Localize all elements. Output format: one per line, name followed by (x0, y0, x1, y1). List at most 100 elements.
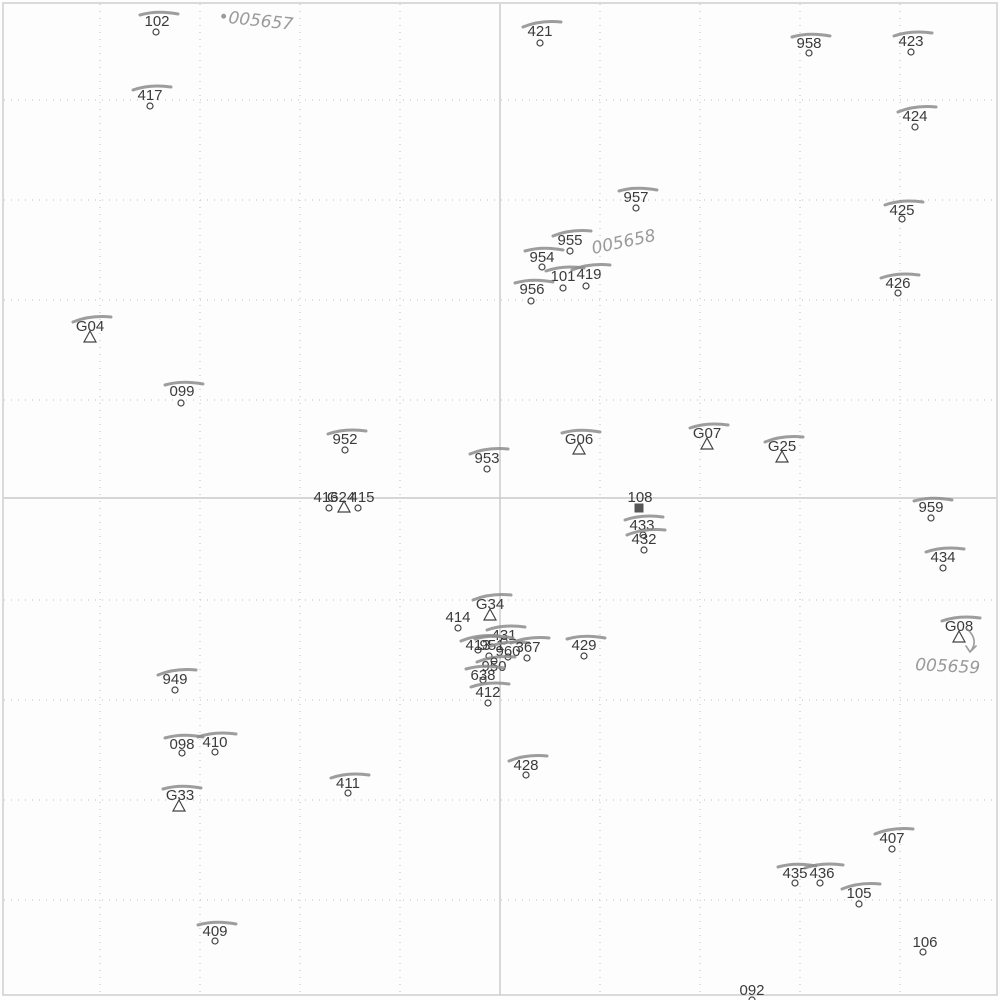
survey-point[interactable]: 412 (469, 681, 511, 707)
point-label: 955 (557, 232, 582, 249)
pencil-checkmark (138, 10, 180, 17)
station-circle-icon (855, 900, 863, 908)
survey-point[interactable]: 407 (873, 827, 915, 853)
pencil-checkmark (475, 655, 517, 664)
point-label: 417 (137, 87, 162, 104)
survey-point[interactable]: 415 (349, 489, 375, 512)
station-circle-icon (325, 504, 333, 512)
point-label: 958 (796, 35, 821, 52)
station-circle-icon (527, 297, 535, 305)
pencil-checkmark (468, 447, 510, 456)
survey-point[interactable]: G33 (161, 784, 203, 812)
survey-point[interactable]: 102 (138, 10, 180, 36)
survey-point[interactable]: 955 (551, 229, 593, 255)
station-circle-icon (538, 263, 546, 271)
survey-point[interactable]: 410 (196, 731, 238, 756)
survey-point[interactable]: G06 (560, 428, 602, 455)
survey-point[interactable]: 949 (156, 668, 198, 694)
point-label: 409 (202, 923, 227, 940)
pencil-checkmark (625, 528, 667, 537)
survey-point[interactable]: 411 (329, 772, 371, 797)
point-label: G06 (565, 431, 593, 448)
survey-point[interactable]: G25 (763, 435, 805, 463)
station-circle-icon (748, 996, 756, 1000)
survey-point[interactable]: G07 (688, 422, 730, 450)
survey-point[interactable]: 105 (840, 882, 882, 908)
benchmark-square-icon (634, 503, 644, 513)
survey-point[interactable]: 106 (912, 934, 938, 956)
survey-point[interactable]: 432 (625, 528, 667, 554)
survey-point[interactable]: 108 (627, 489, 653, 513)
survey-point[interactable]: G04 (71, 315, 113, 343)
survey-point[interactable]: 092 (739, 982, 765, 1000)
survey-point[interactable]: G08 (940, 615, 982, 643)
survey-point[interactable]: 434 (924, 546, 966, 572)
survey-point[interactable]: 426 (879, 272, 921, 297)
survey-point[interactable]: 409 (196, 920, 238, 945)
station-circle-icon (911, 123, 919, 131)
pencil-checkmark (471, 593, 513, 602)
pencil-checkmark (688, 422, 730, 430)
point-label: G07 (693, 425, 721, 442)
point-label: 952 (332, 431, 357, 448)
point-label: 407 (879, 830, 904, 847)
survey-point[interactable]: 959 (912, 496, 954, 522)
pencil-checkmark (163, 380, 205, 387)
station-circle-icon (927, 514, 935, 522)
point-label: G08 (945, 618, 973, 635)
point-label: 105 (846, 885, 871, 902)
survey-point[interactable]: 429 (565, 634, 607, 660)
survey-point[interactable]: 425 (883, 199, 925, 223)
survey-point[interactable]: 952 (326, 428, 368, 454)
pencil-checkmark (892, 30, 934, 38)
survey-point[interactable]: G34 (471, 593, 513, 621)
survey-point[interactable]: 953 (468, 447, 510, 473)
survey-point[interactable]: 423 (892, 30, 934, 56)
point-label: 367 (515, 639, 540, 656)
survey-point[interactable]: 414 (445, 609, 471, 632)
station-circle-icon (566, 247, 574, 255)
station-circle-icon (474, 646, 482, 654)
pencil-checkmark (196, 731, 238, 739)
survey-point[interactable]: 367 (509, 636, 551, 662)
point-label: G33 (166, 787, 194, 804)
point-label: 414 (445, 609, 470, 626)
station-circle-icon (559, 284, 567, 292)
station-circle-icon (582, 282, 590, 290)
pencil-checkmark (196, 920, 238, 927)
survey-point[interactable]: 099 (163, 380, 205, 407)
station-circle-icon (791, 879, 799, 887)
station-circle-icon (522, 771, 530, 779)
survey-point[interactable]: 413 (459, 634, 501, 654)
control-point-triangle-icon (336, 499, 352, 513)
survey-point[interactable]: 419 (570, 263, 612, 290)
survey-point[interactable]: 098 (163, 733, 205, 757)
survey-point[interactable]: G24 (327, 489, 355, 513)
pencil-checkmark (485, 624, 527, 632)
station-circle-icon (536, 39, 544, 47)
survey-point[interactable]: 417 (131, 84, 173, 110)
point-label: 416 (313, 489, 338, 506)
control-point-triangle-icon (951, 629, 967, 643)
survey-point[interactable]: 424 (896, 105, 938, 131)
survey-point[interactable]: 416 (313, 489, 339, 512)
point-label: 102 (144, 13, 169, 30)
point-label: 949 (162, 671, 187, 688)
control-point-triangle-icon (571, 441, 587, 455)
survey-point[interactable]: 638 (464, 664, 506, 684)
survey-point[interactable]: 958 (790, 32, 832, 57)
survey-point[interactable]: 954 (523, 246, 565, 271)
survey-point[interactable]: 436 (803, 862, 845, 887)
pencil-checkmark (473, 634, 515, 641)
point-label: G24 (327, 489, 355, 506)
station-circle-icon (484, 699, 492, 707)
point-label: 954 (529, 249, 554, 266)
survey-point[interactable]: 428 (507, 754, 549, 779)
survey-point[interactable]: 956 (513, 278, 555, 305)
survey-point[interactable]: 957 (617, 186, 659, 212)
pencil-checkmark (464, 664, 506, 671)
point-label: 412 (475, 684, 500, 701)
point-label: 959 (918, 499, 943, 516)
survey-point[interactable]: 421 (521, 20, 563, 47)
